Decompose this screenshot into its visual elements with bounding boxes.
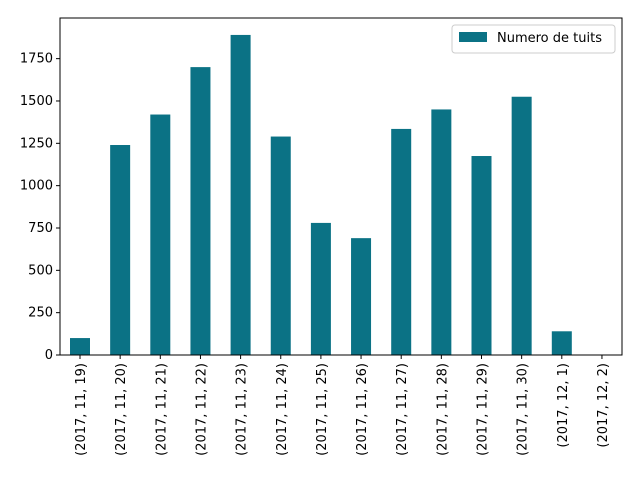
x-tick-label: (2017, 11, 27) <box>395 363 410 456</box>
y-tick-label: 750 <box>28 221 53 236</box>
bar <box>270 136 291 355</box>
bar <box>310 222 331 355</box>
bar <box>511 96 532 356</box>
bars-group <box>70 34 572 356</box>
x-tick-label: (2017, 11, 22) <box>194 363 209 456</box>
legend-swatch <box>459 32 487 42</box>
bar <box>230 34 251 356</box>
bar <box>150 114 171 355</box>
y-tick-label: 500 <box>28 263 53 278</box>
x-tick-label: (2017, 11, 25) <box>315 363 330 456</box>
legend-frame <box>451 24 616 54</box>
x-tick-label: (2017, 11, 24) <box>275 363 290 456</box>
plot-frame <box>59 17 623 356</box>
x-tick-label: (2017, 11, 23) <box>235 363 250 456</box>
x-axis: (2017, 11, 19) (2017, 11, 20) (2017, 11, 2… <box>74 355 611 456</box>
bar <box>110 145 131 355</box>
legend: Numero de tuits <box>451 24 616 54</box>
x-tick-label: (2017, 11, 19) <box>74 363 89 456</box>
x-tick-label: (2017, 12, 1) <box>556 363 571 448</box>
x-tick-label: (2017, 11, 20) <box>114 363 129 456</box>
x-tick-label: (2017, 11, 26) <box>355 363 370 456</box>
x-tick-label: (2017, 12, 2) <box>596 363 611 448</box>
x-tick-label: (2017, 11, 28) <box>435 363 450 456</box>
bar <box>471 156 492 355</box>
bar <box>391 128 412 355</box>
x-tick-label: (2017, 11, 21) <box>154 363 169 456</box>
bar <box>551 331 572 355</box>
x-tick-label: (2017, 11, 29) <box>476 363 491 456</box>
y-tick-label: 1750 <box>20 52 53 67</box>
legend-label: Numero de tuits <box>497 31 602 46</box>
bar <box>190 67 211 356</box>
y-tick-label: 1000 <box>20 179 53 194</box>
y-tick-label: 1500 <box>20 94 53 109</box>
bar <box>351 238 372 355</box>
y-axis: 0 250 500 750 1000 1250 1500 1750 <box>20 52 60 363</box>
bar <box>431 109 452 355</box>
y-tick-label: 250 <box>28 306 53 321</box>
x-tick-label: (2017, 11, 30) <box>516 363 531 456</box>
y-tick-label: 0 <box>45 348 53 363</box>
bar <box>70 338 90 355</box>
y-tick-label: 1250 <box>20 136 53 151</box>
